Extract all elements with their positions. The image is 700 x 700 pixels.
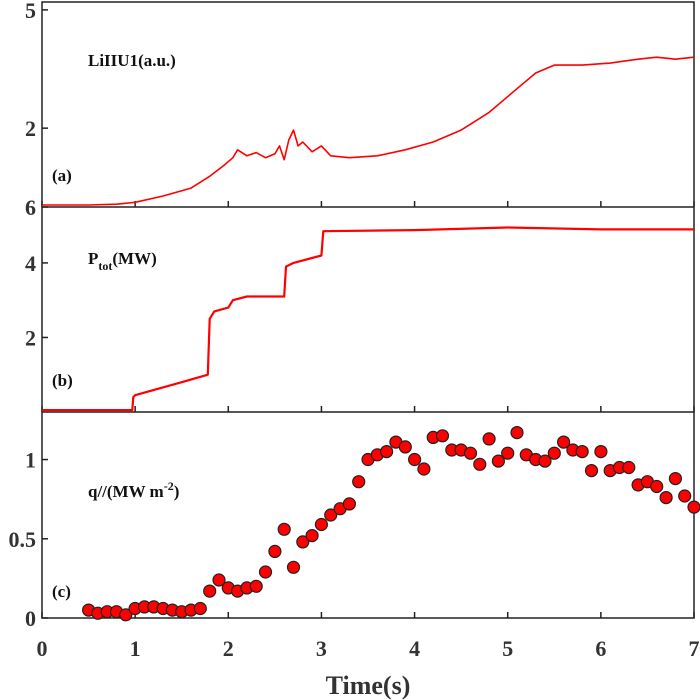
panel-a-ticks: 6 2 5 [25,0,695,220]
data-point [435,429,450,443]
x-tick-label: 3 [316,636,327,661]
data-point [193,601,207,616]
data-point [575,445,589,459]
panel-a: LiIIU1(a.u.) (a) 6 2 5 [25,0,695,220]
panel-c-title-sup: -2 [164,479,174,493]
data-point [501,446,515,460]
panel-a-label: (a) [52,166,72,185]
data-point [212,573,226,587]
panel-b-series-line [42,226,694,412]
panel-c-ytick-label: 0 [25,606,36,631]
data-point [277,522,291,536]
data-point [342,497,356,511]
panel-a-title: LiIIU1(a.u.) [88,51,176,70]
data-point [538,454,552,468]
x-tick-label: 7 [689,636,700,661]
panel-b-ytick-label: 2 [25,325,36,350]
panel-c-title: q//(MW m-2) [88,479,179,501]
panel-a-ytick-label: 2 [25,116,36,141]
data-point [650,479,664,494]
data-point [547,446,561,460]
x-tick-label: 2 [223,636,234,661]
data-point [510,426,524,440]
data-point [305,528,319,543]
panel-b: Ptot(MW) (b) 24 [25,226,695,412]
panel-c-points [81,426,700,622]
data-point [417,462,431,476]
panel-b-title-rest: (MW) [112,249,156,268]
data-point [352,475,366,489]
panel-a-ytick-label: 5 [25,0,36,23]
data-point [678,489,692,503]
panel-c-ticks: 00.51 [9,448,695,631]
data-point [286,560,301,574]
x-tick-label: 6 [595,636,606,661]
panel-c-ytick-label: 0.5 [9,527,37,552]
data-point [659,491,673,505]
x-tick-label: 0 [37,636,48,661]
panel-c-ytick-label: 1 [25,448,36,473]
data-point [314,517,328,532]
data-point [268,544,282,559]
data-point [473,457,487,471]
panel-c-label: (c) [52,582,71,601]
x-axis-label: Time(s) [326,671,411,700]
data-point [398,440,412,454]
data-point [408,452,422,467]
plot-frame [41,1,695,619]
x-tick-label: 1 [130,636,141,661]
panel-b-title-main: P [88,249,98,268]
panel-b-ytick-label: 4 [25,251,36,276]
data-point [584,464,599,478]
data-point [687,500,700,514]
data-point [296,535,310,549]
data-point [249,579,263,593]
data-point [463,446,478,460]
panel-a-series-line [42,56,695,206]
x-tick-label: 5 [502,636,513,661]
data-point [119,608,133,622]
panel-a-ytick-label: 6 [25,195,36,220]
data-point [324,508,338,522]
panel-b-label: (b) [52,371,73,390]
panel-c-title-rest: ) [174,482,180,501]
x-axis: 0 1 2 3 4 5 6 7 [37,636,700,661]
data-point [258,565,273,579]
panel-c: q//(MW m-2) (c) 00.51 [9,426,700,631]
data-point [556,435,571,449]
panel-b-title: Ptot(MW) [88,249,157,273]
data-point [594,445,608,459]
data-point [491,454,505,468]
panel-b-title-sub: tot [98,259,112,273]
x-tick-label: 4 [409,636,420,661]
panel-b-ticks: 24 [25,251,695,412]
panel-c-title-main: q//(MW m [88,482,164,501]
data-point [203,584,217,598]
data-point [482,432,496,446]
data-point [622,460,636,475]
data-point [668,472,683,486]
data-point [380,445,394,459]
